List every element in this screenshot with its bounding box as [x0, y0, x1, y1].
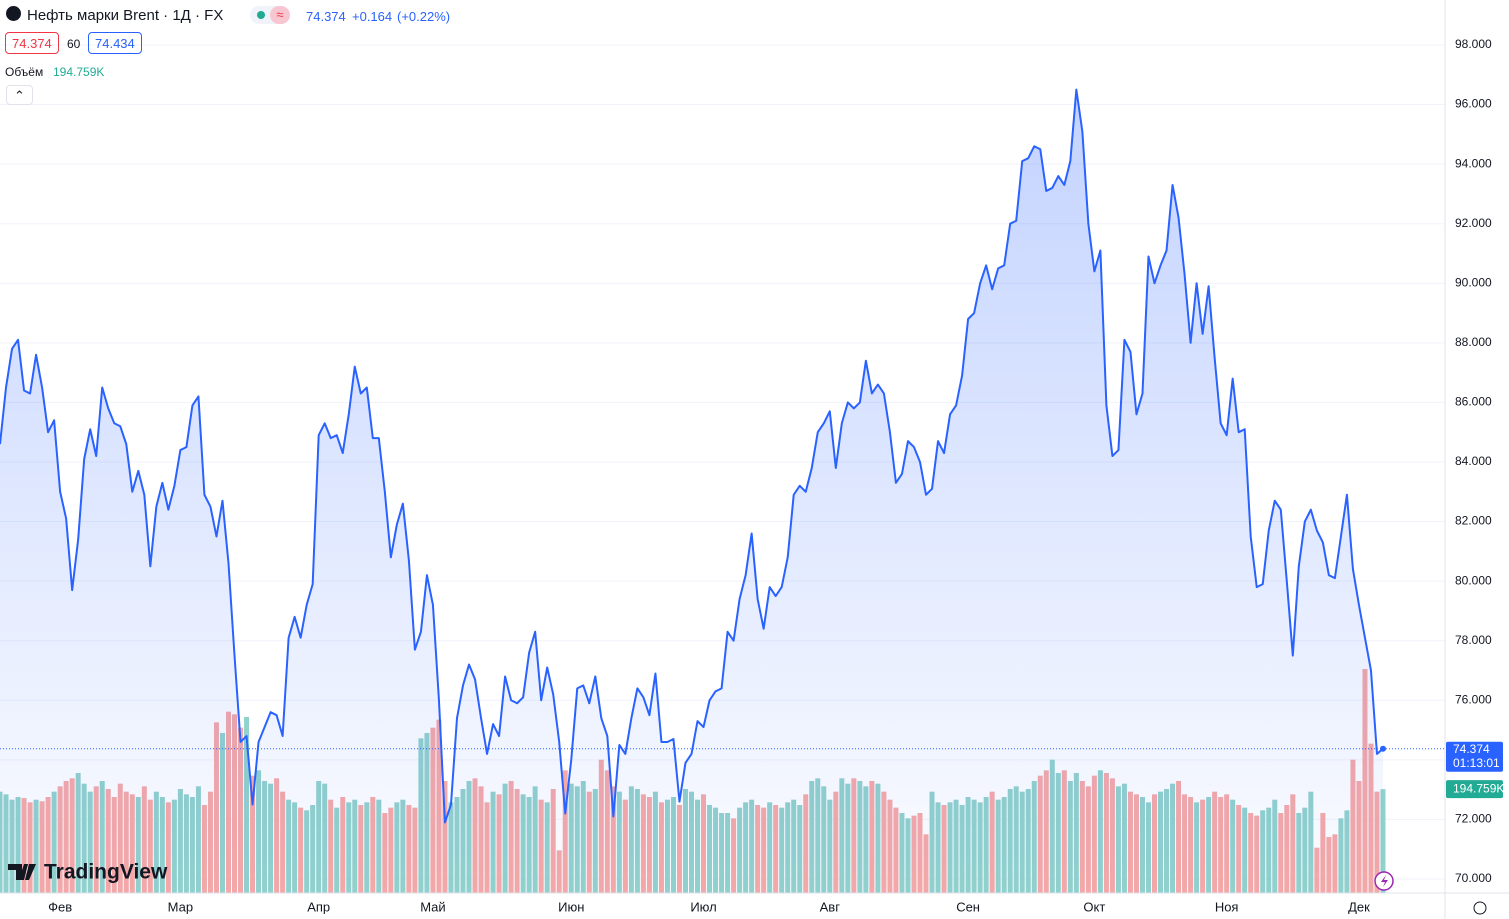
y-tick-label: 96.000: [1455, 97, 1492, 111]
spread: 60: [67, 37, 81, 51]
y-tick-label: 88.000: [1455, 335, 1492, 349]
y-tick-label: 76.000: [1455, 692, 1492, 706]
symbol-icon: [6, 6, 21, 21]
x-tick-label: Окт: [1083, 899, 1105, 914]
price-line: [0, 88, 1384, 824]
status-dot: [257, 11, 265, 19]
y-tick-label: 78.000: [1455, 633, 1492, 647]
logo-icon: [8, 864, 36, 880]
y-tick-label: 98.000: [1455, 37, 1492, 51]
y-tick-label: 80.000: [1455, 573, 1492, 587]
status-pill[interactable]: ≈: [250, 6, 290, 24]
y-tick-label: 72.000: [1455, 812, 1492, 826]
x-tick-label: Апр: [307, 899, 330, 914]
buy-price[interactable]: 74.434: [88, 32, 142, 54]
x-tick-label: Авг: [820, 899, 841, 914]
y-tick-label: 94.000: [1455, 156, 1492, 170]
last-point: [1380, 745, 1386, 752]
area-fill: [0, 89, 1383, 893]
collapse-button[interactable]: ⌃: [6, 85, 33, 105]
x-tick-label: Май: [420, 899, 445, 914]
volume-tag: [1446, 780, 1503, 799]
y-tick-label: 82.000: [1455, 514, 1492, 528]
volume-label: Объём: [5, 65, 44, 79]
y-tick-label: 70.000: [1455, 871, 1492, 885]
volume-tag-value: 194.759K: [1453, 781, 1504, 795]
x-tick-label: Дек: [1348, 899, 1370, 914]
status-icon: ≈: [270, 6, 290, 24]
x-tick-label: Июл: [690, 899, 716, 914]
change-pct: (+0.22%): [397, 9, 451, 24]
y-tick-label: 84.000: [1455, 454, 1492, 468]
price-tag: [1446, 741, 1503, 772]
quote: 74.374: [306, 9, 346, 24]
logo: TradingView: [8, 861, 168, 884]
alert-bolt: [1381, 875, 1388, 887]
countdown: 01:13:01: [1453, 756, 1500, 770]
x-tick-label: Фев: [48, 899, 72, 914]
settings-icon[interactable]: [1473, 901, 1487, 915]
volume-value: 194.759K: [53, 65, 105, 79]
x-tick-label: Июн: [558, 899, 584, 914]
x-tick-label: Мар: [168, 899, 193, 914]
x-tick-label: Ноя: [1215, 899, 1239, 914]
y-tick-label: 92.000: [1455, 216, 1492, 230]
brand: TradingView: [44, 861, 168, 884]
change: +0.164: [352, 9, 393, 24]
y-tick-label: 86.000: [1455, 395, 1492, 409]
symbol-title[interactable]: Нефть марки Brent · 1Д · FX: [27, 7, 224, 24]
sell-price[interactable]: 74.374: [5, 32, 59, 54]
price-tag-value: 74.374: [1453, 742, 1490, 756]
y-tick-label: 90.000: [1455, 275, 1492, 289]
x-tick-label: Сен: [956, 899, 980, 914]
